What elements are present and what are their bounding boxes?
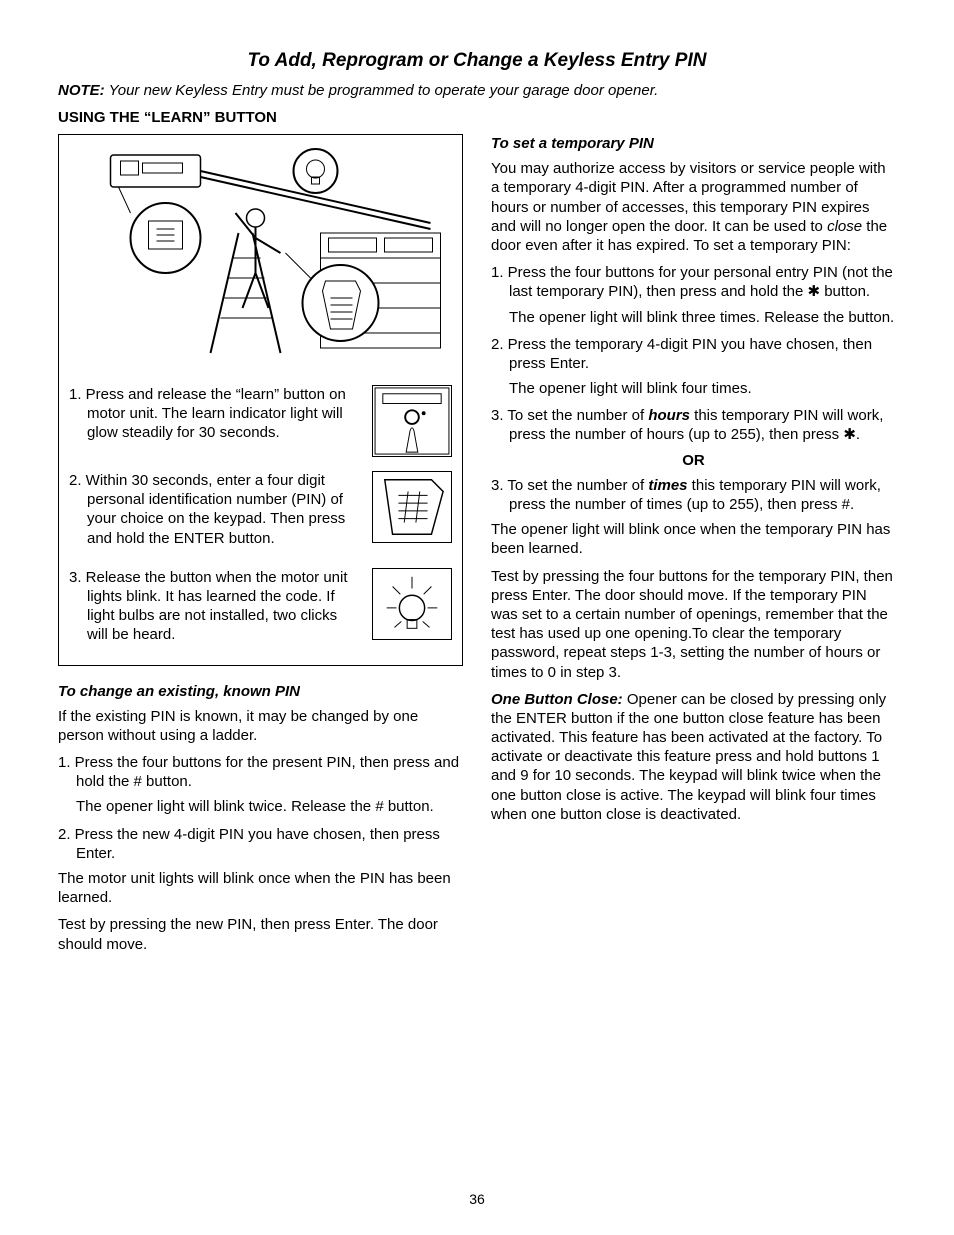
change-step-2: 2. Press the new 4-digit PIN you have ch… [58, 825, 463, 863]
temp-step-3-hours: 3. To set the number of hours this tempo… [491, 406, 896, 444]
step-1-text: 1. Press and release the “learn” button … [69, 385, 362, 443]
garage-opener-illustration [69, 143, 452, 373]
obc-text: Opener can be closed by pressing only th… [491, 691, 886, 823]
left-column: 1. Press and release the “learn” button … [58, 134, 463, 962]
obc-label: One Button Close: [491, 691, 623, 708]
temp-pin-learned: The opener light will blink once when th… [491, 520, 896, 558]
temp-s3-hours-word: hours [648, 407, 690, 424]
note-text: Your new Keyless Entry must be programme… [105, 82, 659, 99]
temp-s3a: 3. To set the number of [491, 407, 648, 424]
temp-intro-close: close [827, 218, 862, 235]
temp-pin-intro: You may authorize access by visitors or … [491, 159, 896, 255]
temp-pin-test: Test by pressing the four buttons for th… [491, 567, 896, 682]
step-3-row: 3. Release the button when the motor uni… [69, 568, 452, 651]
page-title: To Add, Reprogram or Change a Keyless En… [58, 50, 896, 72]
temp-pin-heading: To set a temporary PIN [491, 134, 896, 153]
temp-step-2-result: The opener light will blink four times. [491, 379, 896, 398]
change-pin-intro: If the existing PIN is known, it may be … [58, 707, 463, 745]
temp-s3c: 3. To set the number of [491, 477, 648, 494]
step-2-text: 2. Within 30 seconds, enter a four digit… [69, 471, 362, 548]
or-divider: OR [491, 451, 896, 470]
temp-step-2: 2. Press the temporary 4-digit PIN you h… [491, 335, 896, 373]
note-line: NOTE: Your new Keyless Entry must be pro… [58, 82, 896, 99]
using-learn-heading: USING THE “LEARN” BUTTON [58, 109, 896, 126]
learn-procedure-box: 1. Press and release the “learn” button … [58, 134, 463, 666]
temp-step-1: 1. Press the four buttons for your perso… [491, 263, 896, 301]
change-step-1-result: The opener light will blink twice. Relea… [58, 797, 463, 816]
note-label: NOTE: [58, 82, 105, 99]
change-pin-result: The motor unit lights will blink once wh… [58, 869, 463, 907]
change-pin-heading: To change an existing, known PIN [58, 682, 463, 701]
temp-step-3-times: 3. To set the number of times this tempo… [491, 476, 896, 514]
change-step-1: 1. Press the four buttons for the presen… [58, 753, 463, 791]
learn-button-icon [372, 385, 452, 457]
two-column-layout: 1. Press and release the “learn” button … [58, 134, 896, 962]
temp-s3-times-word: times [648, 477, 687, 494]
page-number: 36 [0, 1191, 954, 1207]
lightbulb-blink-icon [372, 568, 452, 640]
step-3-text: 3. Release the button when the motor uni… [69, 568, 362, 645]
keypad-icon [372, 471, 452, 543]
right-column: To set a temporary PIN You may authorize… [491, 134, 896, 962]
step-1-row: 1. Press and release the “learn” button … [69, 385, 452, 457]
change-pin-test: Test by pressing the new PIN, then press… [58, 915, 463, 953]
step-2-row: 2. Within 30 seconds, enter a four digit… [69, 471, 452, 554]
temp-step-1-result: The opener light will blink three times.… [491, 308, 896, 327]
one-button-close-para: One Button Close: Opener can be closed b… [491, 690, 896, 824]
